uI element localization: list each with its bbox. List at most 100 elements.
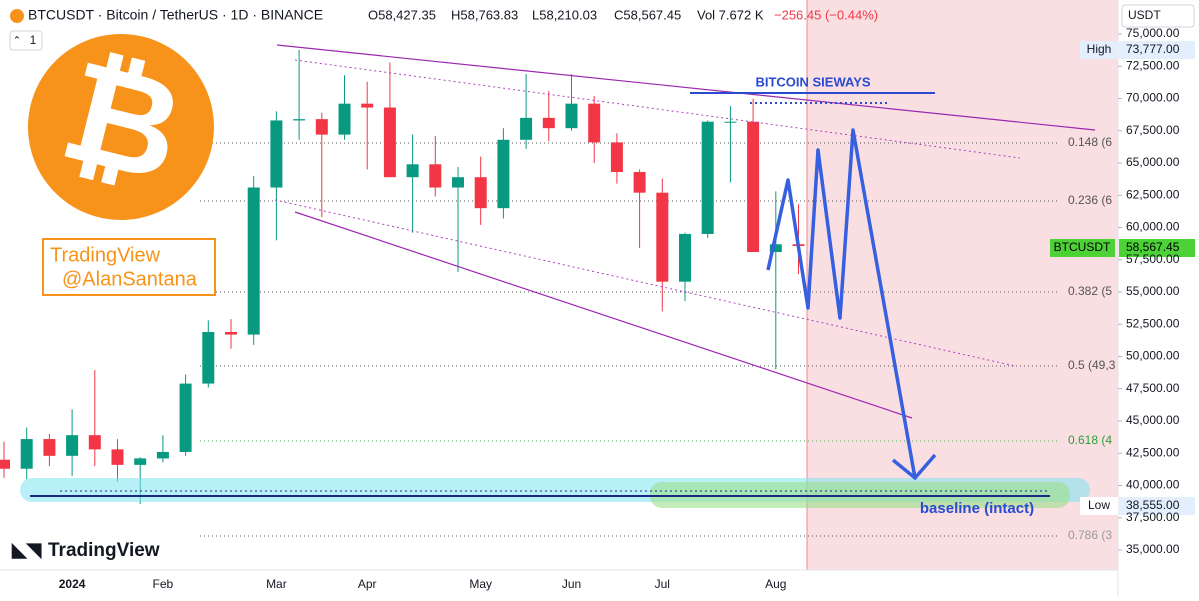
candle-body [610,142,623,173]
y-tick-label: 35,000.00 [1126,542,1180,556]
y-tick-label: 37,500.00 [1126,510,1180,524]
interval-value: 1 [30,33,37,47]
candle-body [497,139,510,209]
author-line2: @AlanSantana [62,268,198,290]
candle-body [20,439,33,469]
y-tick-label: 52,500.00 [1126,316,1180,330]
candle-body [0,459,10,469]
wedge-mid-top [294,59,1021,159]
y-tick-label: 55,000.00 [1126,284,1180,298]
candle-body [565,103,578,129]
low-value: 38,555.00 [1126,498,1180,512]
symbol-tag [1050,239,1115,257]
x-tick-label: Feb [153,577,174,591]
change: −256.45 (−0.44%) [774,7,878,22]
candle-body [452,177,464,188]
price-axis [1118,0,1199,596]
low-label: Low [1088,498,1110,512]
candle-body [701,121,714,234]
last-price-tag [1119,239,1195,257]
candle-body [679,233,691,282]
bitcoin-logo [28,34,214,220]
wedge-bottom [294,211,913,419]
candle-body [202,331,215,384]
symbol-tag-label: BTCUSDT [1054,240,1111,254]
y-tick-label: 45,000.00 [1126,413,1180,427]
y-tick-label: 67,500.00 [1126,123,1180,137]
y-tick-label: 42,500.00 [1126,445,1180,459]
ohlc-low: L58,210.03 [532,7,597,22]
ohlc-close: C58,567.45 [614,7,681,22]
x-tick-label: Jun [562,577,581,591]
fib-label: 0.236 (6 [1068,193,1112,207]
low-value-tag [1119,497,1195,515]
projection-arrow [891,453,937,481]
candle-body [588,103,601,143]
plot [0,49,805,505]
candle-body [361,103,374,108]
x-tick-label: Jul [655,577,670,591]
candle-body [225,331,237,335]
fib-label: 0.382 (5 [1068,284,1112,298]
high-value-tag [1119,41,1195,59]
sideways-label: BITCOIN SIEWAYS [755,74,870,89]
candle-body [111,449,124,465]
candle-body [429,164,442,188]
candle-body [383,107,396,178]
candle-body [406,164,419,178]
candle-body [769,244,782,253]
author-line1: TradingView [50,244,161,266]
currency-box[interactable] [1121,4,1195,28]
x-tick-label: 2024 [59,577,86,591]
candle-body [156,451,169,459]
author-box [42,238,216,296]
high-tag [1080,41,1118,59]
currency: USDT [1128,8,1161,22]
y-tick-label: 60,000.00 [1126,220,1180,234]
wedge-top [276,44,1096,131]
candle-body [542,117,555,129]
candle-body [88,435,101,450]
y-tick-label: 50,000.00 [1126,349,1180,363]
candle-body [315,119,328,135]
candle-body [656,192,669,282]
x-tick-label: Aug [765,577,786,591]
y-tick-label: 75,000.00 [1126,26,1180,40]
tv-logo: TradingView [48,540,160,561]
projection-path [766,128,917,479]
y-tick-label: 40,000.00 [1126,478,1180,492]
candle-body [724,121,737,123]
candle-body [338,103,351,135]
fib-label: 0.786 (3 [1068,528,1112,542]
x-tick-label: May [469,577,492,591]
x-tick-label: Mar [266,577,287,591]
candle-body [747,121,760,253]
candle-body [134,458,147,465]
y-tick-label: 65,000.00 [1126,155,1180,169]
y-tick-label: 72,500.00 [1126,58,1180,72]
candle-body [247,187,260,335]
baseline-label: baseline (intact) [920,500,1034,517]
candle-body [66,435,79,456]
y-tick-label: 47,500.00 [1126,381,1180,395]
x-tick-label: Apr [358,577,377,591]
y-tick-label: 70,000.00 [1126,91,1180,105]
high-label: High [1087,42,1112,56]
shaded-zone [807,0,1118,570]
symbol-icon [10,9,24,23]
candle-body [293,119,306,121]
candle-body [474,177,487,209]
fib-label: 0.618 (4 [1068,433,1112,447]
low-tag [1080,497,1118,515]
tv-logo-mark: ◣◥ [11,540,42,561]
interval-box[interactable] [9,30,43,51]
ohlc-open: O58,427.35 [368,7,436,22]
high-value: 73,777.00 [1126,42,1180,56]
ohlc-high: H58,763.83 [451,7,518,22]
fib-levels: 0.148 (6 0.236 (6 0.382 (5 0.5 (49,3 0.618 (… [200,135,1116,542]
candle-body [43,439,56,456]
fib-label: 0.148 (6 [1068,135,1112,149]
y-tick-label: 57,500.00 [1126,252,1180,266]
candle-body [179,383,192,452]
